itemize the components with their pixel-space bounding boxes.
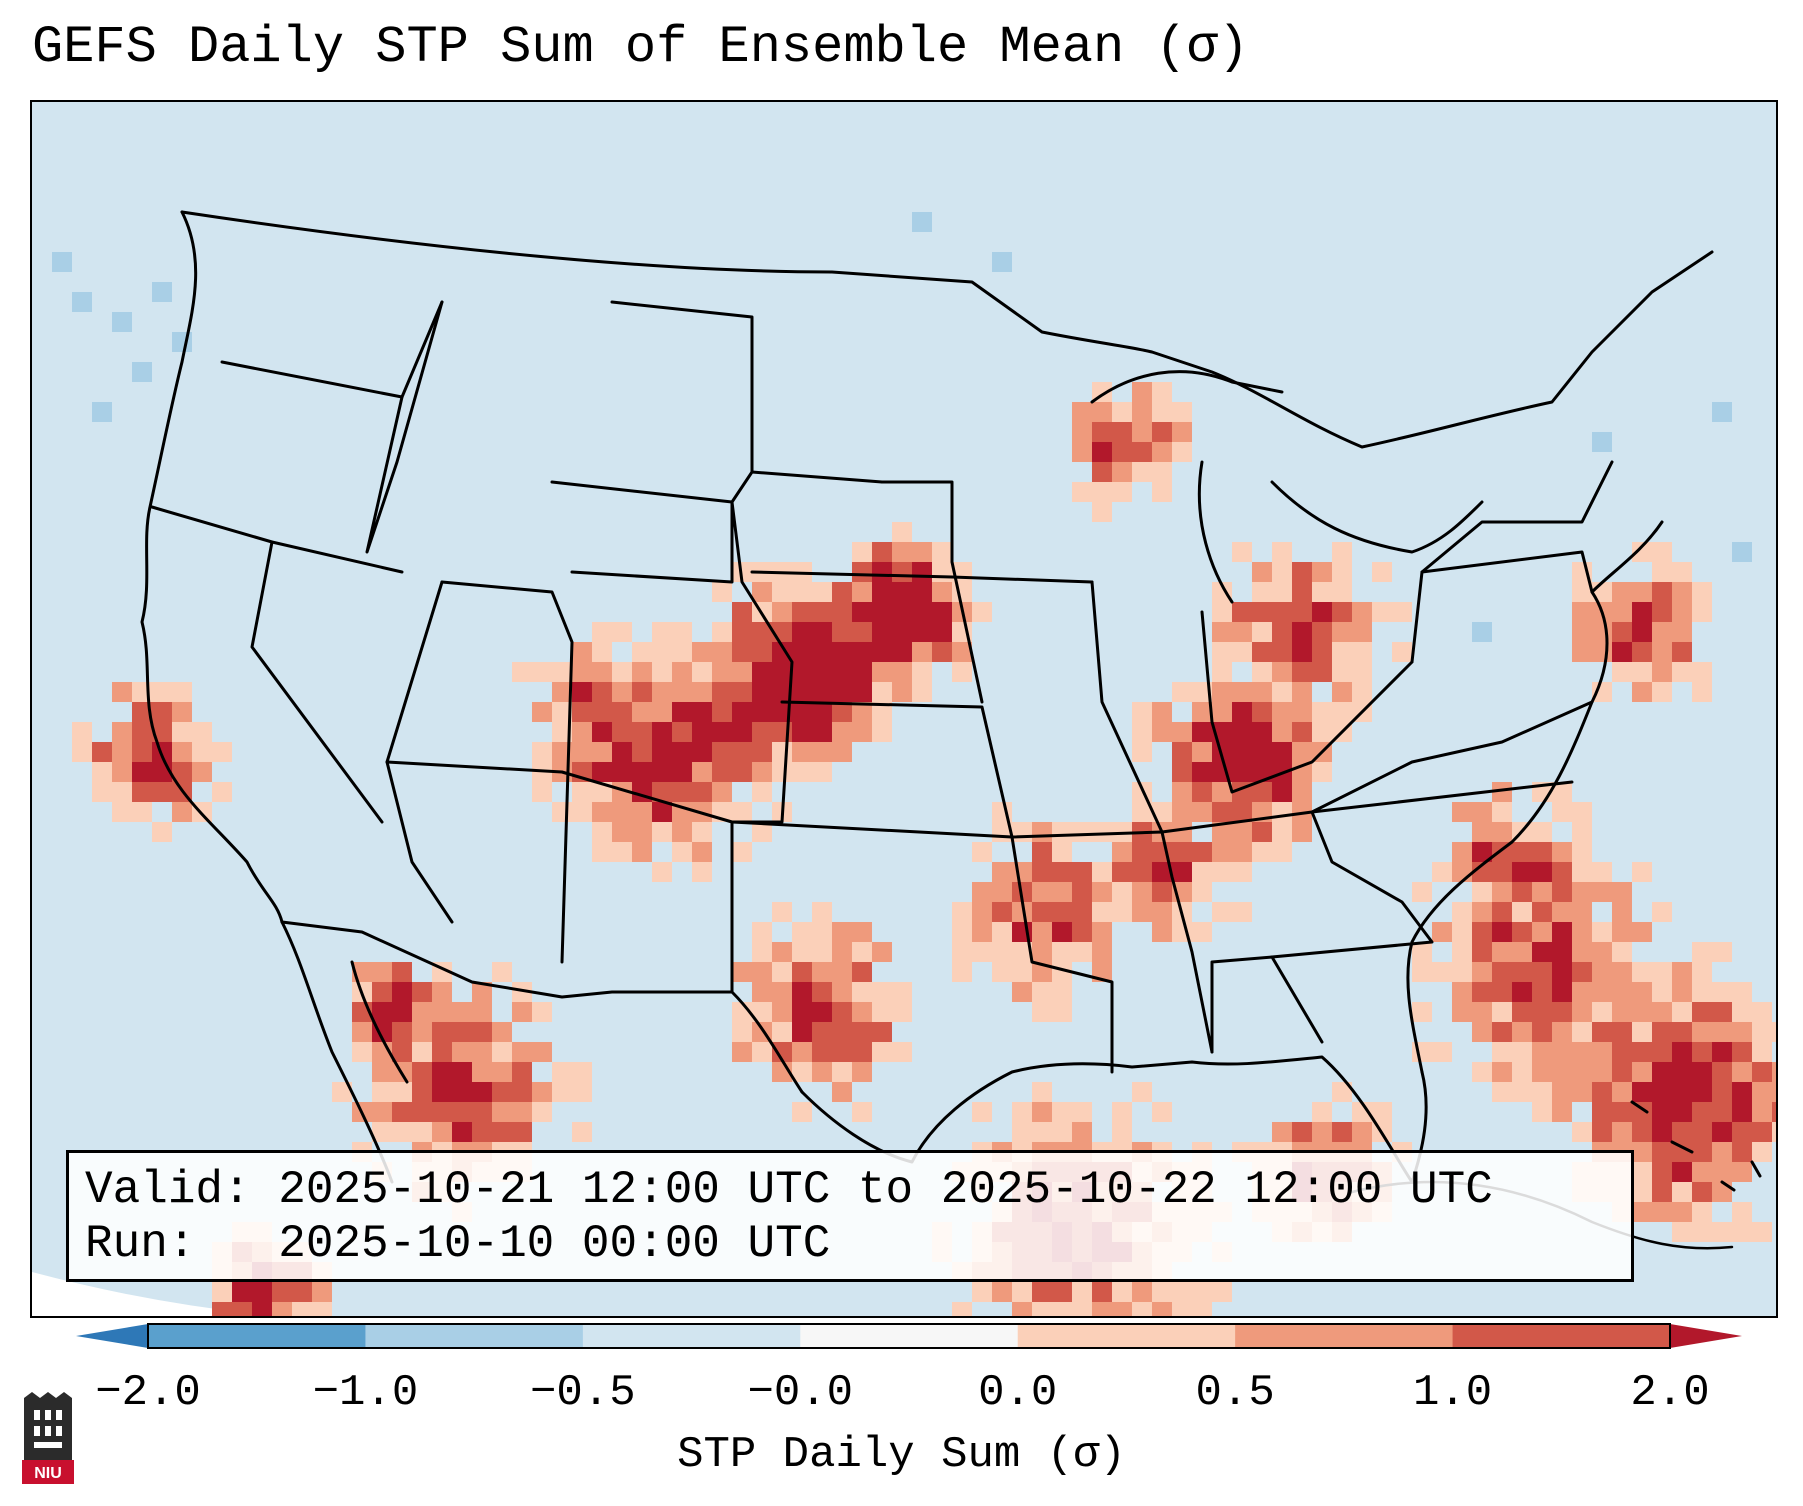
colorbar-label: STP Daily Sum (σ) <box>677 1430 1126 1480</box>
wy-border <box>570 470 754 584</box>
colorbar-segment <box>800 1324 1019 1348</box>
al-ms-fl-border <box>1210 955 1324 1054</box>
colorbar-segment <box>1452 1324 1671 1348</box>
colorbar-outline <box>147 1323 1671 1349</box>
pa-border <box>1410 550 1594 664</box>
in-oh-border <box>1200 610 1414 794</box>
colorbar-segment <box>365 1324 584 1348</box>
nc-va-border <box>1310 700 1594 814</box>
utah-border <box>440 580 574 964</box>
valid-run-box: Valid: 2025-10-21 12:00 UTC to 2025-10-2… <box>66 1150 1634 1282</box>
ny-border <box>1420 460 1614 574</box>
ne-sd-border <box>750 570 1094 584</box>
ne-ia-border <box>880 480 984 704</box>
ga-sc-border <box>1270 810 1434 959</box>
baja-coast <box>280 920 409 1184</box>
tx-ar-la-border <box>1010 835 1114 1074</box>
4corners-ok-border <box>385 760 1014 839</box>
colorbar-tick-label: −1.0 <box>312 1368 419 1418</box>
colorbar-tick-label: −0.5 <box>530 1368 636 1418</box>
ar-ms-border <box>1010 830 1214 1054</box>
nv-az-border <box>385 580 454 924</box>
colorbar-tick-label: 2.0 <box>1630 1368 1710 1418</box>
colorbar-tick-label: 0.5 <box>1195 1368 1275 1418</box>
atlantic-coastline <box>1406 520 1664 1074</box>
canada-border <box>180 210 1714 449</box>
mt-nd-border <box>610 300 884 484</box>
colorbar-segment <box>148 1324 366 1348</box>
colorbar-segment <box>1235 1324 1454 1348</box>
projection-edge <box>32 1272 278 1316</box>
ks-ok-border <box>780 700 1014 839</box>
mo-il-border <box>1090 580 1164 834</box>
great-lakes-outline <box>1090 370 1484 604</box>
state-borders <box>140 210 1762 1250</box>
or-ca-id-border <box>150 505 404 574</box>
colorbar-extend-left <box>76 1324 148 1348</box>
pacific-coastline <box>140 210 284 924</box>
colorbar-segment <box>582 1324 801 1348</box>
colorbar-extend-right <box>1670 1324 1742 1348</box>
niu-logo-icon: NIU <box>22 1392 74 1484</box>
colorbar-tick-label: −2.0 <box>95 1368 201 1418</box>
colorbar <box>76 1323 1742 1349</box>
map-svg <box>32 210 1776 1316</box>
colorbar-tick-label: 0.0 <box>978 1368 1058 1418</box>
wa-or-border <box>220 300 444 399</box>
run-line: Run: 2025-10-10 00:00 UTC <box>85 1218 831 1270</box>
ca-nv-border <box>250 540 384 824</box>
idaho-border <box>365 300 444 554</box>
colorbar-tick-label: 1.0 <box>1412 1368 1493 1418</box>
colorbar-segments <box>148 1324 1671 1348</box>
colorbar-tick-label: −0.0 <box>747 1368 854 1418</box>
chart-title: GEFS Daily STP Sum of Ensemble Mean (σ) <box>32 18 1249 77</box>
valid-line: Valid: 2025-10-21 12:00 UTC to 2025-10-2… <box>85 1164 1493 1216</box>
mexico-border <box>280 920 804 1094</box>
map-panel <box>30 100 1778 1318</box>
svg-text:NIU: NIU <box>34 1465 62 1482</box>
bahamas-outline <box>1630 1100 1762 1192</box>
colorbar-segment <box>1017 1324 1236 1348</box>
